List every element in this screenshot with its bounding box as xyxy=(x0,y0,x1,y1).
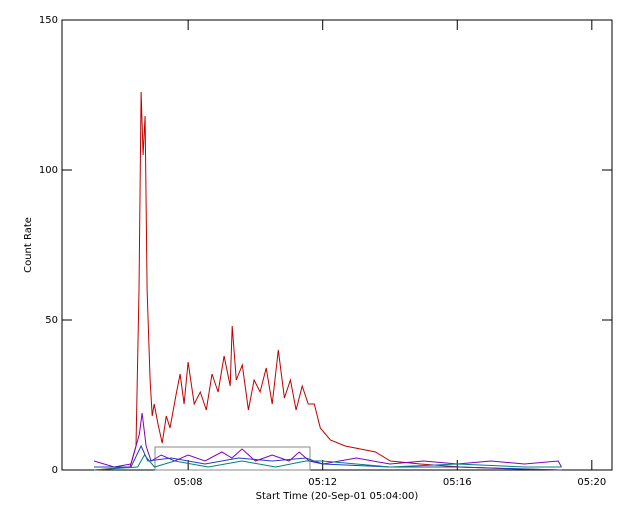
y-tick-label: 50 xyxy=(45,315,58,326)
y-tick-label: 0 xyxy=(52,465,58,476)
x-axis-label: Start Time (20-Sep-01 05:04:00) xyxy=(256,491,419,502)
plot-frame xyxy=(61,19,613,471)
y-axis-label: Count Rate xyxy=(23,217,34,273)
series-line xyxy=(93,412,562,468)
x-tick-label: 05:20 xyxy=(577,477,606,488)
x-tick-label: 05:08 xyxy=(174,477,203,488)
x-tick-label: 05:12 xyxy=(308,477,337,488)
x-tick-label: 05:16 xyxy=(443,477,472,488)
series-line xyxy=(93,91,561,471)
y-tick-label: 150 xyxy=(39,15,58,26)
series-line xyxy=(93,454,562,471)
y-tick-label: 100 xyxy=(39,165,58,176)
